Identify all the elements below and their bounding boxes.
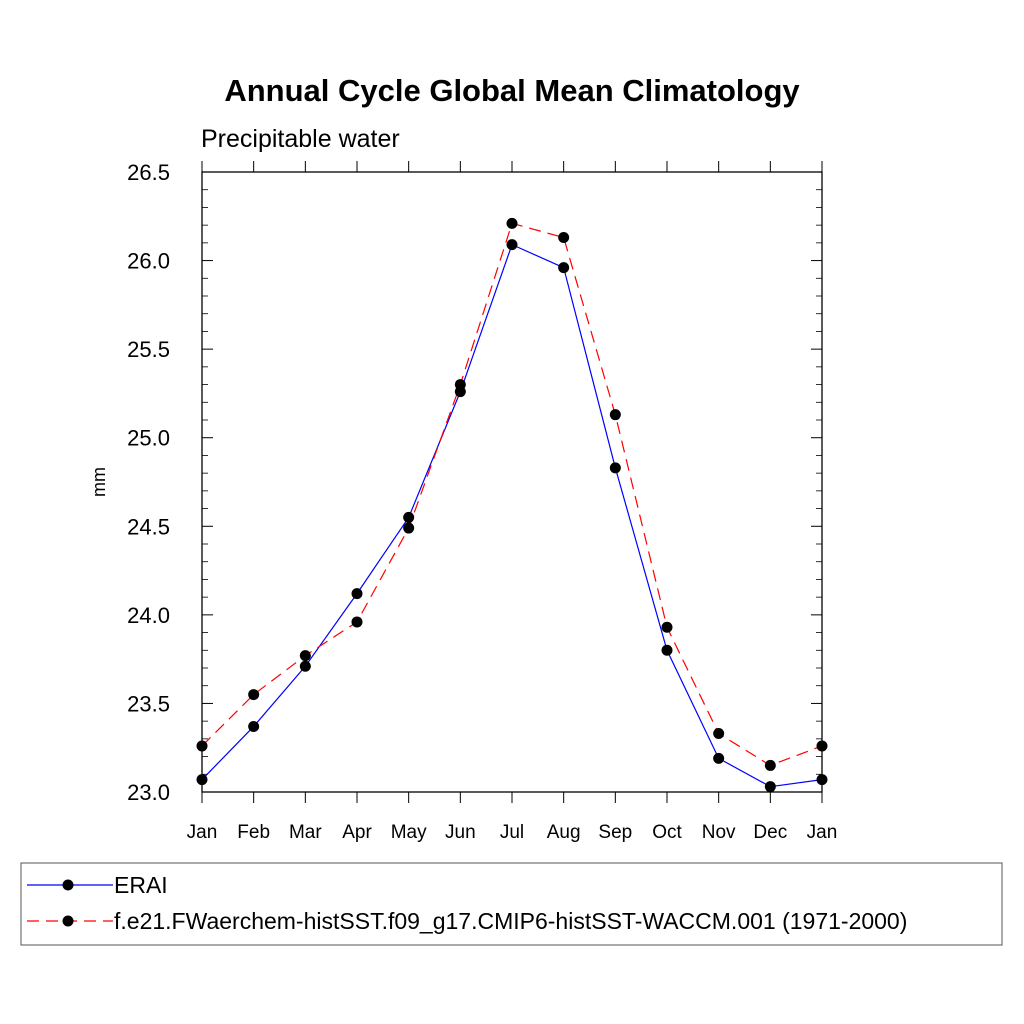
plot-frame (201, 171, 823, 793)
series-1-point (248, 689, 260, 701)
x-tick-label: Nov (702, 822, 736, 843)
y-tick-label: 25.0 (127, 426, 170, 451)
series-0-point (661, 644, 673, 656)
series-0-point (506, 239, 518, 251)
legend-label-1: f.e21.FWaerchem-histSST.f09_g17.CMIP6-hi… (114, 908, 907, 934)
series-1-point (764, 759, 776, 771)
chart-subtitle: Precipitable water (201, 125, 400, 153)
x-tick-label: Oct (652, 822, 682, 843)
series-1-point (558, 232, 570, 244)
series-0-point (196, 774, 208, 786)
series-0-point (248, 720, 260, 732)
y-axis-label: mm (89, 467, 109, 497)
x-tick-label: Aug (547, 822, 581, 843)
legend-marker-1 (62, 915, 74, 927)
series-line-0 (201, 243, 823, 788)
x-tick-label: Apr (342, 822, 372, 843)
y-tick-label: 26.5 (127, 160, 170, 185)
y-tick-label: 25.5 (127, 337, 170, 362)
axis-ticks: 23.0 23.5 24.0 24.5 25.0 25.5 26.0 26.5 Jan Feb Ma… (127, 160, 837, 843)
y-tick-label: 24.5 (127, 514, 170, 539)
legend: ERAI f.e21.FWaerchem-histSST.f09_g17.CMIP… (20, 862, 1003, 946)
series-layer (196, 217, 828, 793)
legend-box (20, 862, 1003, 946)
series-1-point (196, 740, 208, 752)
series-1-point (454, 379, 466, 391)
series-0-point (764, 781, 776, 793)
series-0-point (403, 511, 415, 523)
series-0-point (299, 660, 311, 672)
x-tick-label: Jul (500, 822, 524, 843)
series-1-point (403, 522, 415, 534)
legend-marker-0 (62, 879, 74, 891)
x-tick-label: Feb (237, 822, 270, 843)
x-tick-label: May (391, 822, 427, 843)
y-tick-label: 24.0 (127, 603, 170, 628)
series-line-1 (201, 222, 823, 767)
x-tick-label: Dec (753, 822, 787, 843)
x-tick-label: Jun (445, 822, 476, 843)
chart-title: Annual Cycle Global Mean Climatology (224, 73, 800, 108)
x-tick-label: Mar (289, 822, 322, 843)
series-1-point (609, 409, 621, 421)
legend-label-0: ERAI (114, 872, 168, 898)
series-1-point (816, 740, 828, 752)
y-tick-label: 26.0 (127, 249, 170, 274)
series-1-point (713, 728, 725, 740)
series-0-point (558, 262, 570, 274)
y-tick-label: 23.5 (127, 691, 170, 716)
x-tick-label: Jan (187, 822, 218, 843)
series-1-point (299, 650, 311, 662)
x-tick-label: Jan (807, 822, 838, 843)
series-0-point (351, 588, 363, 600)
y-tick-label: 23.0 (127, 780, 170, 805)
series-0-point (609, 462, 621, 474)
series-1-point (506, 217, 518, 229)
x-tick-label: Sep (598, 822, 632, 843)
series-0-point (713, 752, 725, 764)
series-0-point (816, 774, 828, 786)
series-1-point (661, 621, 673, 633)
series-1-point (351, 616, 363, 628)
